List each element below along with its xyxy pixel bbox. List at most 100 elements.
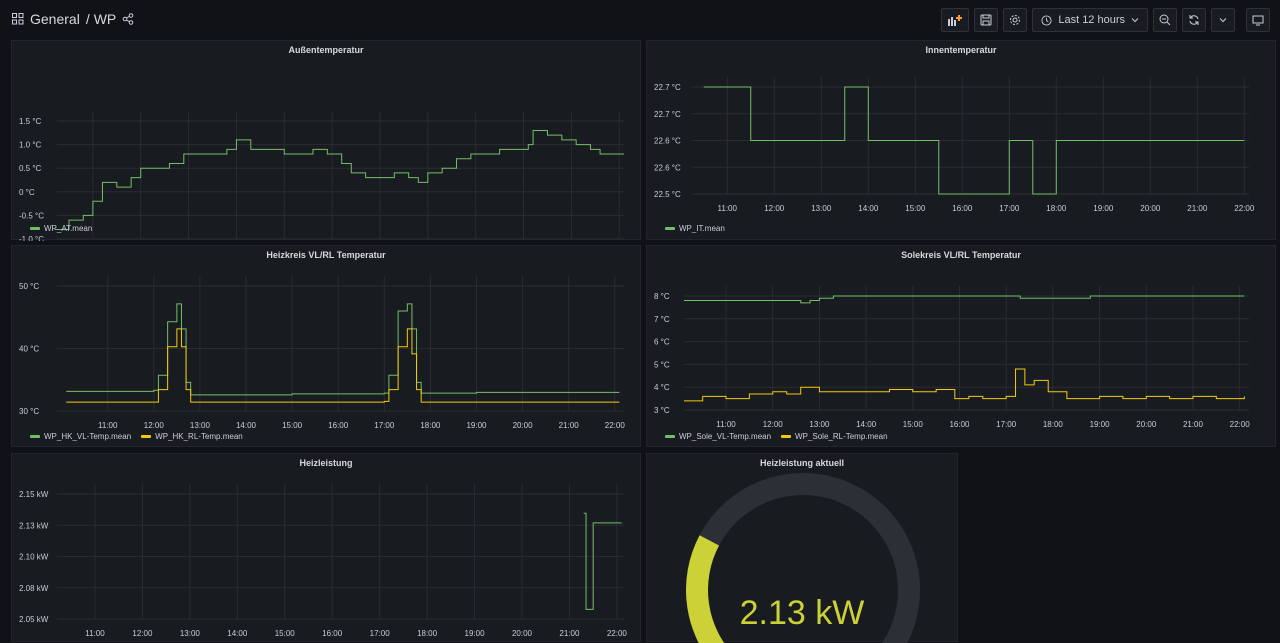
legend-item[interactable]: WP_Sole_VL-Temp.mean	[665, 432, 771, 441]
x-tick-label: 20:00	[1136, 420, 1157, 429]
legend: WP_IT.mean	[665, 224, 725, 233]
x-tick-label: 16:00	[952, 204, 973, 213]
x-tick-label: 12:00	[763, 420, 784, 429]
settings-icon	[1010, 15, 1021, 25]
panel-innentemperatur[interactable]: Innentemperatur 22.7 °C 22.7 °C 22.6 °C 22.…	[646, 40, 1276, 240]
panel-title: Solekreis VL/RL Temperatur	[901, 250, 1021, 260]
refresh-icon	[1189, 15, 1199, 25]
y-tick-label: 2.08 kW	[19, 584, 49, 593]
top-bar: General / WP Last 12 hours	[0, 0, 1280, 40]
x-tick-label: 15:00	[282, 421, 303, 430]
refresh-interval-button[interactable]	[1211, 8, 1235, 32]
legend-label: WP_HK_VL-Temp.mean	[44, 432, 132, 441]
y-tick-label: 2.13 kW	[19, 521, 49, 530]
x-tick-label: 12:00	[144, 421, 165, 430]
legend-item[interactable]: WP_HK_VL-Temp.mean	[30, 432, 131, 441]
gauge-value: 2.13 kW	[739, 594, 865, 632]
panel-heizkreis[interactable]: Heizkreis VL/RL Temperatur 50 °C 40 °C 30 …	[11, 245, 641, 447]
x-tick-label: 12:00	[132, 629, 153, 638]
x-tick-label: 14:00	[236, 421, 257, 430]
save-icon	[980, 14, 992, 26]
x-tick-label: 15:00	[275, 629, 296, 638]
x-tick-label: 21:00	[559, 629, 580, 638]
panel-solekreis[interactable]: Solekreis VL/RL Temperatur 8 °C 7 °C 6 °C 5…	[646, 245, 1276, 447]
x-tick-label: 13:00	[180, 629, 201, 638]
time-range-picker[interactable]: Last 12 hours	[1032, 8, 1148, 32]
series-line	[583, 512, 622, 610]
breadcrumb-separator: /	[85, 11, 90, 27]
y-tick-label: 0.5 °C	[19, 164, 42, 173]
chart-innentemperatur: 22.7 °C 22.7 °C 22.6 °C 22.6 °C 22.5 °C 11:00…	[654, 77, 1255, 213]
tv-mode-button[interactable]	[1246, 8, 1270, 32]
legend-label: WP_AT.mean	[44, 224, 93, 233]
x-tick-label: 17:00	[370, 629, 391, 638]
y-tick-label: 2.15 kW	[19, 490, 49, 499]
refresh-button[interactable]	[1182, 8, 1206, 32]
panel-title: Außentemperatur	[288, 45, 364, 55]
series-line	[684, 368, 1245, 402]
y-tick-label: 3 °C	[654, 406, 670, 415]
save-button[interactable]	[974, 8, 999, 32]
settings-button[interactable]	[1003, 8, 1028, 32]
x-tick-label: 21:00	[1183, 420, 1204, 429]
legend-item[interactable]: WP_Sole_RL-Temp.mean	[781, 432, 888, 441]
y-tick-label: 50 °C	[19, 282, 39, 291]
breadcrumb: General / WP	[12, 11, 134, 27]
legend-item[interactable]: WP_HK_RL-Temp.mean	[141, 432, 243, 441]
y-tick-label: 0 °C	[19, 188, 35, 197]
y-tick-label: 5 °C	[654, 360, 670, 369]
x-tick-label: 21:00	[559, 421, 580, 430]
panel-heizleistung-aktuell[interactable]: Heizleistung aktuell 2.13 kW	[646, 453, 958, 643]
x-tick-label: 14:00	[856, 420, 877, 429]
toolbar: Last 12 hours	[941, 8, 1270, 32]
x-tick-label: 17:00	[374, 421, 395, 430]
chart-heizleistung: 2.15 kW 2.13 kW 2.10 kW 2.08 kW 2.05 kW 11:00…	[19, 484, 628, 638]
x-tick-label: 14:00	[858, 204, 879, 213]
x-tick-label: 20:00	[513, 421, 534, 430]
series-line	[54, 129, 624, 231]
legend-item[interactable]: WP_IT.mean	[665, 224, 725, 233]
series-line	[66, 328, 620, 403]
dashboard-title[interactable]: WP	[93, 11, 117, 27]
x-tick-label: 22:00	[605, 421, 626, 430]
gauge	[686, 473, 920, 643]
y-tick-label: 1.0 °C	[19, 141, 42, 150]
panel-heizleistung[interactable]: Heizleistung 2.15 kW 2.13 kW 2.10 kW 2.08 k…	[11, 453, 641, 642]
x-tick-label: 22:00	[607, 629, 628, 638]
apps-icon[interactable]	[12, 13, 24, 25]
x-tick-label: 12:00	[764, 204, 785, 213]
y-tick-label: 7 °C	[654, 315, 670, 324]
x-tick-label: 19:00	[1093, 204, 1114, 213]
x-tick-label: 19:00	[465, 629, 486, 638]
panel-title: Innentemperatur	[925, 45, 997, 55]
x-tick-label: 16:00	[949, 420, 970, 429]
y-tick-label: -1.0 °C	[19, 235, 44, 241]
x-tick-label: 20:00	[512, 629, 533, 638]
legend-item[interactable]: WP_AT.mean	[30, 224, 92, 233]
x-tick-label: 13:00	[809, 420, 830, 429]
x-tick-label: 22:00	[1234, 204, 1255, 213]
x-tick-label: 11:00	[85, 629, 105, 638]
folder-link[interactable]: General	[30, 11, 80, 27]
series-line	[684, 295, 1245, 304]
y-tick-label: 30 °C	[19, 407, 39, 416]
panel-aussentemperatur[interactable]: Außentemperatur 1.5 °C 1.0 °C 0.5 °C 0 °C -0…	[11, 40, 641, 241]
x-tick-label: 15:00	[903, 420, 924, 429]
zoom-out-button[interactable]	[1153, 8, 1177, 32]
x-tick-label: 14:00	[227, 629, 248, 638]
x-tick-label: 19:00	[466, 421, 487, 430]
series-line	[703, 86, 1245, 195]
clock-icon	[1041, 14, 1052, 26]
y-tick-label: 6 °C	[654, 338, 670, 347]
x-tick-label: 11:00	[716, 420, 736, 429]
y-tick-label: 1.5 °C	[19, 117, 42, 126]
share-icon[interactable]	[122, 13, 134, 25]
y-tick-label: 22.6 °C	[654, 163, 681, 172]
x-tick-label: 17:00	[996, 420, 1017, 429]
tv-icon	[1252, 15, 1264, 26]
legend-label: WP_IT.mean	[679, 224, 725, 233]
legend-label: WP_HK_RL-Temp.mean	[155, 432, 243, 441]
x-tick-label: 22:00	[1230, 420, 1251, 429]
add-panel-button[interactable]	[941, 8, 970, 32]
panel-title: Heizleistung aktuell	[759, 458, 845, 468]
